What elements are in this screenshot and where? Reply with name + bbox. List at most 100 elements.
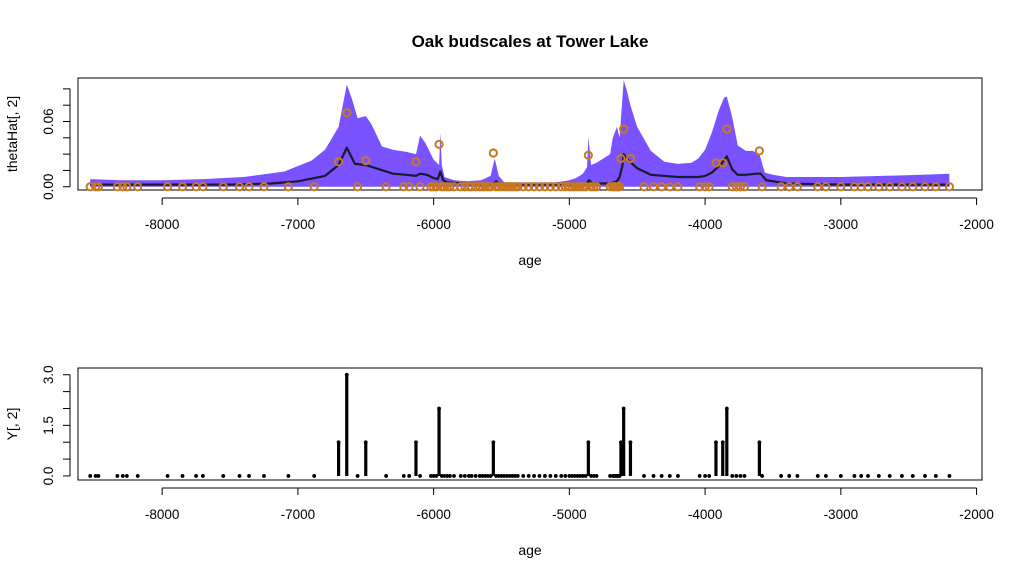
count-point: [570, 474, 574, 478]
top-x-tick-label: -4000: [688, 217, 723, 232]
top-y-axis-label: thetaHat[, 2]: [4, 96, 20, 172]
count-point: [628, 440, 633, 445]
chart-title: Oak budscales at Tower Lake: [412, 32, 649, 51]
observed-point: [518, 182, 528, 192]
count-point: [642, 474, 646, 478]
count-point: [505, 474, 509, 478]
bottom-x-tick-label: -2000: [959, 507, 994, 522]
bottom-x-tick-label: -4000: [688, 507, 723, 522]
count-point: [286, 474, 291, 478]
count-point: [434, 474, 439, 478]
credible-band-area: [90, 80, 950, 187]
count-point: [532, 474, 536, 478]
count-point: [344, 372, 349, 377]
observed-point: [342, 108, 352, 118]
observed-point: [757, 182, 767, 192]
observed-point: [673, 182, 683, 192]
count-point: [707, 474, 712, 478]
observed-point: [488, 148, 498, 158]
count-point: [651, 474, 656, 478]
bottom-plot-frame: [77, 367, 983, 481]
count-point: [760, 474, 765, 478]
top-y-tick-label: 0.06: [41, 108, 56, 134]
top-x-tick-label: -7000: [281, 217, 316, 232]
observed-point: [874, 182, 884, 192]
observed-point: [399, 182, 409, 192]
count-point: [559, 474, 564, 478]
count-point: [779, 474, 784, 478]
bottom-y-tick-label: 0.0: [41, 467, 56, 486]
count-point: [336, 440, 341, 445]
count-point: [480, 474, 485, 478]
count-point: [88, 474, 93, 478]
count-point: [414, 440, 418, 445]
observed-point: [863, 182, 873, 192]
count-point: [469, 474, 474, 478]
observed-point: [381, 182, 391, 192]
count-point: [900, 474, 904, 478]
observed-point: [353, 182, 363, 192]
observed-point: [695, 182, 705, 192]
count-point: [824, 474, 828, 478]
count-point: [676, 474, 680, 478]
observed-point: [616, 153, 626, 164]
count-point: [724, 406, 729, 411]
count-point: [876, 474, 881, 478]
observed-point: [404, 182, 414, 192]
bottom-x-tick-label: -3000: [824, 507, 859, 522]
observed-point: [122, 182, 132, 192]
count-point: [553, 474, 558, 478]
bottom-y-tick-label: 1.5: [41, 416, 56, 435]
observed-point: [583, 150, 593, 160]
count-point: [621, 406, 626, 411]
observed-point: [445, 182, 455, 192]
count-point: [521, 474, 526, 478]
count-point: [513, 474, 517, 478]
count-point: [200, 474, 205, 478]
observed-point: [540, 182, 550, 192]
top-x-tick-label: -2000: [959, 217, 994, 232]
observed-point: [739, 182, 750, 192]
count-point: [401, 474, 406, 478]
count-point: [923, 474, 927, 478]
count-point: [795, 474, 800, 478]
count-point: [714, 440, 718, 445]
count-point: [165, 474, 170, 478]
count-point: [619, 440, 623, 445]
count-point: [491, 440, 496, 445]
count-point: [738, 474, 743, 478]
count-point: [262, 474, 266, 478]
count-point: [947, 474, 952, 478]
observed-point: [411, 157, 421, 167]
theta-hat-line: [90, 146, 950, 186]
bottom-x-tick-label: -5000: [552, 507, 587, 522]
count-point: [437, 406, 441, 411]
observed-point: [944, 182, 955, 192]
observed-point: [735, 182, 745, 192]
observed-point: [551, 182, 561, 192]
observed-point: [415, 182, 425, 192]
count-point: [483, 474, 488, 478]
observed-point: [885, 182, 895, 192]
observed-point: [283, 182, 293, 192]
count-point: [567, 474, 572, 478]
count-point: [499, 474, 504, 478]
observed-point: [434, 139, 444, 149]
count-point: [494, 474, 498, 478]
observed-point: [118, 182, 128, 192]
observed-point: [93, 182, 103, 192]
observed-point: [361, 156, 371, 166]
count-point: [496, 474, 501, 478]
count-point: [445, 474, 450, 478]
top-panel-theta-hat: age thetaHat[, 2] -8000 -7000 -6000 -5000 -4…: [4, 77, 994, 268]
count-point: [578, 474, 583, 478]
observed-point: [513, 182, 523, 192]
count-point: [384, 474, 389, 478]
count-point: [120, 474, 125, 478]
observed-point: [133, 182, 143, 192]
observed-point: [162, 182, 173, 192]
top-y-tick-label: 0.00: [41, 174, 56, 200]
count-point: [477, 474, 482, 478]
top-x-axis-label: age: [518, 252, 542, 268]
